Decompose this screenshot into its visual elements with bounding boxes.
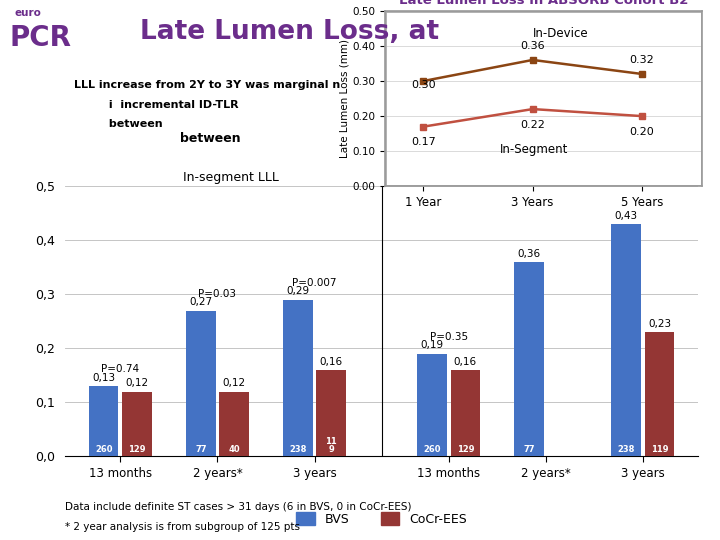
Text: 40: 40 xyxy=(228,445,240,454)
Text: 0,29: 0,29 xyxy=(287,286,310,296)
Text: 0,13: 0,13 xyxy=(92,373,115,383)
Bar xyxy=(451,370,480,456)
Text: 0.32: 0.32 xyxy=(629,55,654,65)
Text: 0,27: 0,27 xyxy=(189,297,212,307)
Text: LLL increase from 2Y to 3Y was marginal n: LLL increase from 2Y to 3Y was marginal … xyxy=(74,80,341,90)
Text: 0.30: 0.30 xyxy=(411,80,436,90)
Text: 0,19: 0,19 xyxy=(420,340,444,350)
Text: 11
9: 11 9 xyxy=(325,437,337,454)
Text: 238: 238 xyxy=(289,445,307,454)
Text: 0,23: 0,23 xyxy=(648,319,671,329)
Bar xyxy=(417,354,447,456)
Text: i  incremental ID-TLR: i incremental ID-TLR xyxy=(74,100,274,110)
Bar xyxy=(514,262,544,456)
Text: In-Segment: In-Segment xyxy=(500,143,568,156)
Text: PCR: PCR xyxy=(9,24,71,52)
Text: Data include definite ST cases > 31 days (6 in BVS, 0 in CoCr-EES): Data include definite ST cases > 31 days… xyxy=(65,502,411,512)
Text: 0.22: 0.22 xyxy=(521,120,545,130)
Text: 238: 238 xyxy=(618,445,635,454)
Text: * 2 year analysis is from subgroup of 125 pts: * 2 year analysis is from subgroup of 12… xyxy=(65,522,300,532)
Bar xyxy=(89,386,119,456)
Y-axis label: Late Lumen Loss (mm): Late Lumen Loss (mm) xyxy=(340,39,350,158)
Text: 0,16: 0,16 xyxy=(320,356,343,367)
Bar xyxy=(283,300,312,456)
Text: 0,16: 0,16 xyxy=(454,356,477,367)
Text: P=0.35: P=0.35 xyxy=(430,332,468,342)
Text: 0,12: 0,12 xyxy=(222,378,246,388)
Text: 119: 119 xyxy=(651,445,668,454)
Bar xyxy=(122,392,152,456)
Text: In-Device: In-Device xyxy=(533,27,588,40)
Text: between: between xyxy=(74,119,163,129)
Text: Late Lumen Loss, at: Late Lumen Loss, at xyxy=(140,19,439,45)
Text: P=0.74: P=0.74 xyxy=(102,364,140,374)
Text: 0,36: 0,36 xyxy=(518,248,541,259)
Text: 77: 77 xyxy=(523,445,535,454)
Text: euro: euro xyxy=(14,8,41,18)
Legend: BVS, CoCr-EES: BVS, CoCr-EES xyxy=(291,508,472,531)
Text: 0.17: 0.17 xyxy=(411,137,436,147)
Text: 0.36: 0.36 xyxy=(521,41,545,51)
Title: Late Lumen Loss in ABSORB Cohort B2: Late Lumen Loss in ABSORB Cohort B2 xyxy=(399,0,688,7)
Text: 260: 260 xyxy=(423,445,441,454)
Text: 0.20: 0.20 xyxy=(629,126,654,137)
Text: 260: 260 xyxy=(95,445,112,454)
Text: 129: 129 xyxy=(128,445,145,454)
Text: P=0.03: P=0.03 xyxy=(199,288,236,299)
Bar xyxy=(385,11,702,186)
Text: between: between xyxy=(180,132,240,145)
Text: 0,43: 0,43 xyxy=(615,211,638,221)
Text: P=0.007: P=0.007 xyxy=(292,278,337,288)
Text: 0,12: 0,12 xyxy=(125,378,148,388)
Bar xyxy=(316,370,346,456)
Text: 77: 77 xyxy=(195,445,207,454)
Bar xyxy=(611,224,641,456)
Bar xyxy=(186,310,215,456)
Text: In-segment LLL: In-segment LLL xyxy=(184,171,279,184)
Bar xyxy=(220,392,249,456)
Text: 129: 129 xyxy=(456,445,474,454)
Bar xyxy=(644,332,675,456)
